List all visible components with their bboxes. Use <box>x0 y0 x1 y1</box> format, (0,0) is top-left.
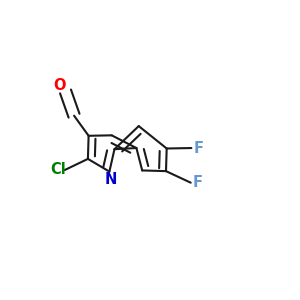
Text: F: F <box>193 140 203 155</box>
Text: Cl: Cl <box>50 163 66 178</box>
Text: O: O <box>53 78 66 93</box>
Text: N: N <box>105 172 117 187</box>
Text: F: F <box>193 175 202 190</box>
